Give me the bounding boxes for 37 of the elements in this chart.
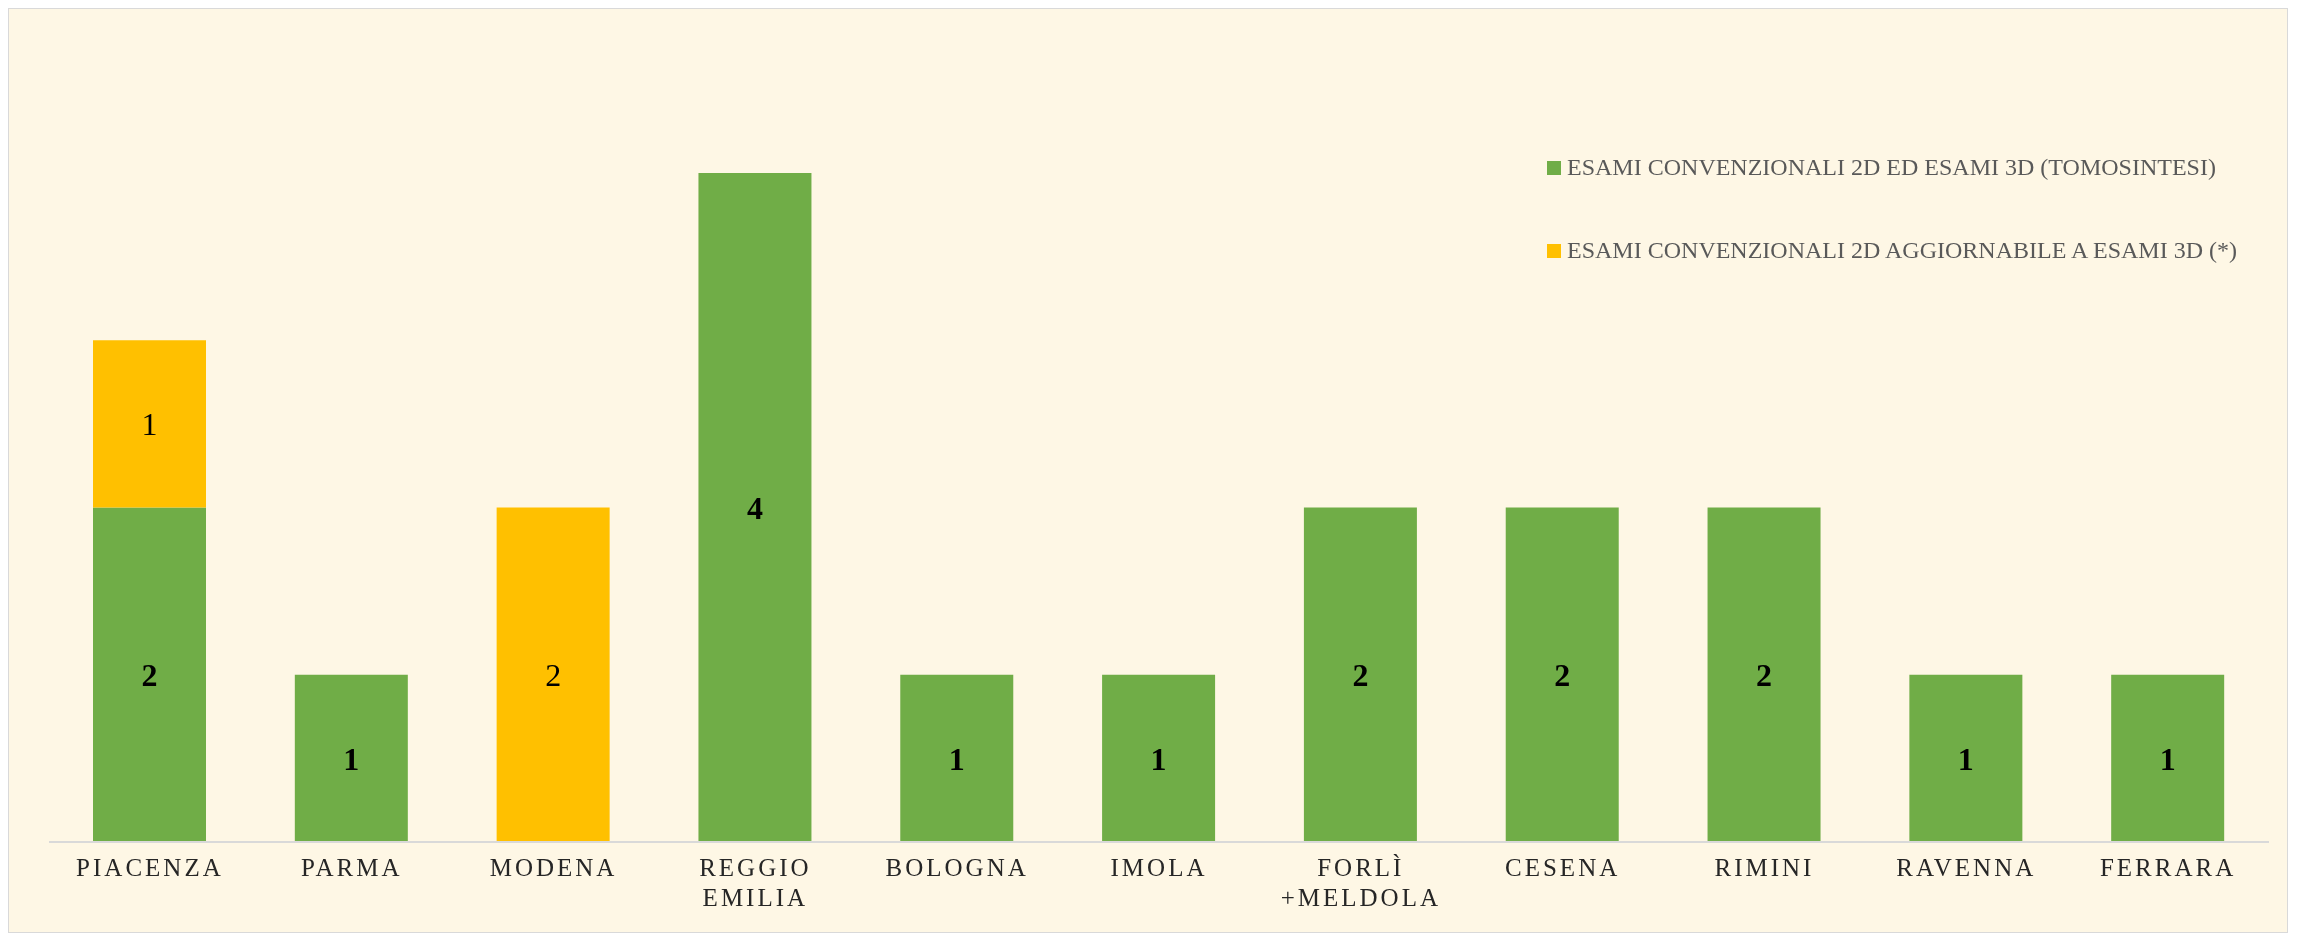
x-tick-label: RIMINI xyxy=(1714,854,1815,881)
data-label: 1 xyxy=(948,740,965,777)
data-label: 1 xyxy=(141,406,158,443)
x-tick-label: CESENA xyxy=(1505,854,1621,881)
bar xyxy=(294,674,408,842)
bar xyxy=(1909,674,2023,842)
data-label: 2 xyxy=(141,657,158,694)
bar xyxy=(1505,507,1619,842)
data-label: 2 xyxy=(545,657,562,694)
x-tick-label: PARMA xyxy=(300,854,403,881)
bar xyxy=(1707,507,1821,842)
legend-label: ESAMI CONVENZIONALI 2D ED ESAMI 3D (TOMOSINTESI) xyxy=(1567,154,2216,181)
bar xyxy=(93,340,206,508)
data-label: 1 xyxy=(2159,740,2176,777)
data-label: 1 xyxy=(1957,740,1974,777)
bar xyxy=(1102,674,1216,842)
bar xyxy=(496,507,610,842)
bar xyxy=(900,674,1014,842)
data-label: 2 xyxy=(1756,657,1773,694)
data-label: 4 xyxy=(746,489,763,526)
x-tick-label: FORLÌ +MELDOLA xyxy=(1280,854,1441,911)
bar xyxy=(1303,507,1417,842)
bar xyxy=(2111,674,2225,842)
bar xyxy=(698,172,812,842)
x-tick-label: REGGIO EMILIA xyxy=(699,854,812,911)
x-tick-label: MODENA xyxy=(489,854,618,881)
bar xyxy=(93,507,206,842)
legend-label: ESAMI CONVENZIONALI 2D AGGIORNABILE A ESAMI 3D (*) xyxy=(1567,237,2237,264)
x-tick-label: BOLOGNA xyxy=(885,854,1029,881)
x-tick-label: FERRARA xyxy=(2099,854,2237,881)
data-label: 1 xyxy=(1150,740,1167,777)
x-tick-label: PIACENZA xyxy=(76,854,224,881)
x-tick-label: RAVENNA xyxy=(1896,854,2037,881)
data-label: 1 xyxy=(343,740,360,777)
data-label: 2 xyxy=(1352,657,1369,694)
data-label: 2 xyxy=(1554,657,1571,694)
x-tick-label: IMOLA xyxy=(1110,854,1208,881)
